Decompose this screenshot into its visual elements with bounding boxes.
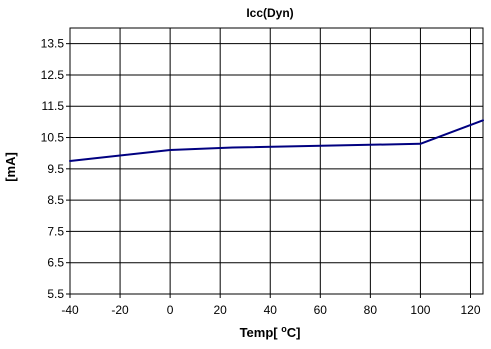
plot-frame xyxy=(70,28,483,294)
series-line xyxy=(70,120,483,161)
x-tick-label: 40 xyxy=(264,303,278,317)
y-tick-label: 9.5 xyxy=(47,162,64,176)
x-axis-ticks: -40 -20 0 20 40 60 80 100 120 xyxy=(61,294,480,317)
x-axis-title-unit: C] xyxy=(287,325,301,340)
x-tick-label: -40 xyxy=(61,303,79,317)
x-tick-label: 100 xyxy=(410,303,430,317)
y-tick-label: 11.5 xyxy=(42,99,65,113)
chart-title: Icc(Dyn) xyxy=(246,6,293,20)
y-tick-label: 7.5 xyxy=(47,224,64,238)
series-layer xyxy=(70,120,483,161)
x-axis-title: Temp[ oC] xyxy=(240,324,301,340)
x-tick-label: 60 xyxy=(314,303,328,317)
y-tick-label: 8.5 xyxy=(47,193,64,207)
grid-lines xyxy=(70,28,483,294)
x-tick-label: 0 xyxy=(167,303,174,317)
y-tick-label: 6.5 xyxy=(47,256,64,270)
y-tick-label: 10.5 xyxy=(41,131,65,145)
x-axis-title-main: Temp[ xyxy=(240,325,282,340)
x-tick-label: -20 xyxy=(111,303,129,317)
y-tick-label: 13.5 xyxy=(41,37,65,51)
y-tick-label: 5.5 xyxy=(47,287,64,301)
y-axis-title: [mA] xyxy=(3,152,18,182)
y-axis-ticks: 5.5 6.5 7.5 8.5 9.5 10.5 11.5 12.5 13.5 xyxy=(41,37,70,301)
x-tick-label: 120 xyxy=(460,303,480,317)
x-tick-label: 80 xyxy=(364,303,378,317)
y-tick-label: 12.5 xyxy=(41,68,65,82)
x-tick-label: 20 xyxy=(214,303,228,317)
